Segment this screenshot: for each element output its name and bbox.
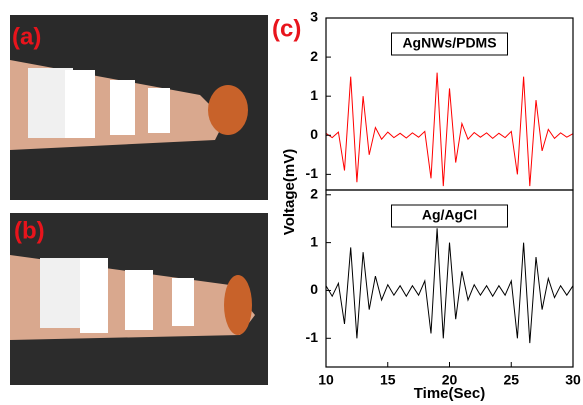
x-tick-label: 30 <box>565 372 581 388</box>
x-tick-label: 25 <box>503 372 519 388</box>
legend-label: AgNWs/PDMS <box>402 35 496 51</box>
y-axis-label: Voltage(mV) <box>281 149 298 235</box>
x-axis-label: Time(Sec) <box>414 385 485 402</box>
panel-label: (c) <box>272 15 301 42</box>
y-tick-label: 3 <box>310 9 318 25</box>
x-tick-label: 10 <box>318 372 334 388</box>
y-tick-label: 0 <box>310 126 318 142</box>
panel-label: (b) <box>14 217 45 244</box>
y-tick-label: -1 <box>306 165 319 181</box>
legend-box <box>391 204 508 228</box>
x-tick-label: 15 <box>380 372 396 388</box>
panel-label: (a) <box>12 23 41 50</box>
legend-label: Ag/AgCl <box>422 207 477 223</box>
signal-line <box>325 228 574 344</box>
photo-b <box>10 213 268 385</box>
x-tick-label: 20 <box>442 372 458 388</box>
legend-box <box>391 32 508 56</box>
signal-line <box>325 72 574 187</box>
y-tick-label: 0 <box>310 281 318 297</box>
y-tick-label: 1 <box>310 233 318 249</box>
y-tick-label: -1 <box>306 329 319 345</box>
y-tick-label: 2 <box>310 185 318 201</box>
photo-a <box>10 15 268 200</box>
y-tick-label: 1 <box>310 87 318 103</box>
y-tick-label: 2 <box>310 48 318 64</box>
